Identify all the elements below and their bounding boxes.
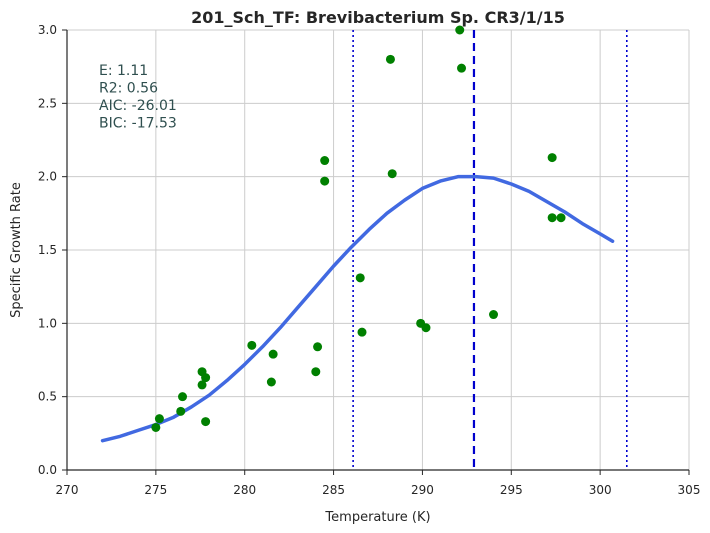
- x-tick-label: 305: [678, 483, 701, 497]
- data-point: [547, 213, 557, 223]
- data-point: [357, 327, 367, 337]
- data-point: [178, 392, 188, 402]
- x-tick-label: 285: [322, 483, 345, 497]
- data-point: [247, 340, 257, 350]
- y-tick-label: 3.0: [38, 23, 57, 37]
- y-tick-label: 1.0: [38, 316, 57, 330]
- grid: [67, 29, 690, 470]
- data-point: [455, 25, 465, 35]
- data-point: [151, 422, 161, 432]
- tick-labels: 270 275 280 285 290 295 300 305 0.0 0.5 1.0 1.5 2.0 2…: [38, 23, 701, 497]
- data-point: [489, 310, 499, 320]
- y-tick-label: 2.0: [38, 170, 57, 184]
- x-tick-label: 275: [144, 483, 167, 497]
- chart-title: 201_Sch_TF: Brevibacterium Sp. CR3/1/15: [191, 8, 565, 27]
- data-point: [313, 342, 323, 352]
- data-point: [457, 63, 467, 73]
- data-point: [197, 380, 207, 390]
- y-axis-label: Specific Growth Rate: [9, 182, 24, 318]
- x-tick-label: 290: [411, 483, 434, 497]
- data-point: [320, 156, 330, 166]
- stat-line: R2: 0.56: [99, 81, 158, 97]
- stat-line: AIC: -26.01: [99, 98, 177, 114]
- x-tick-label: 270: [56, 483, 79, 497]
- y-tick-label: 1.5: [38, 243, 57, 257]
- x-tick-label: 280: [233, 483, 256, 497]
- fit-curve: [100, 174, 615, 443]
- stat-line: BIC: -17.53: [99, 116, 177, 132]
- data-point: [176, 406, 186, 416]
- y-tick-label: 0.5: [38, 390, 57, 404]
- x-tick-label: 295: [500, 483, 523, 497]
- data-point: [385, 54, 395, 64]
- data-point: [311, 367, 321, 377]
- data-point: [154, 414, 164, 424]
- data-point: [320, 176, 330, 186]
- data-point: [268, 349, 278, 359]
- x-tick-label: 300: [589, 483, 612, 497]
- data-point: [355, 273, 365, 283]
- data-point: [266, 377, 276, 387]
- reference-lines: [352, 30, 628, 470]
- y-tick-label: 2.5: [38, 96, 57, 110]
- fit-curve-layer: [100, 174, 615, 443]
- stat-line: E: 1.11: [99, 63, 148, 79]
- data-point: [201, 417, 211, 427]
- data-point: [547, 153, 557, 163]
- y-tick-label: 0.0: [38, 463, 57, 477]
- scatter-points: [151, 25, 566, 432]
- x-axis-label: Temperature (K): [324, 510, 430, 525]
- data-point: [421, 323, 431, 333]
- data-point: [387, 169, 397, 179]
- data-point: [201, 373, 211, 383]
- data-point: [556, 213, 566, 223]
